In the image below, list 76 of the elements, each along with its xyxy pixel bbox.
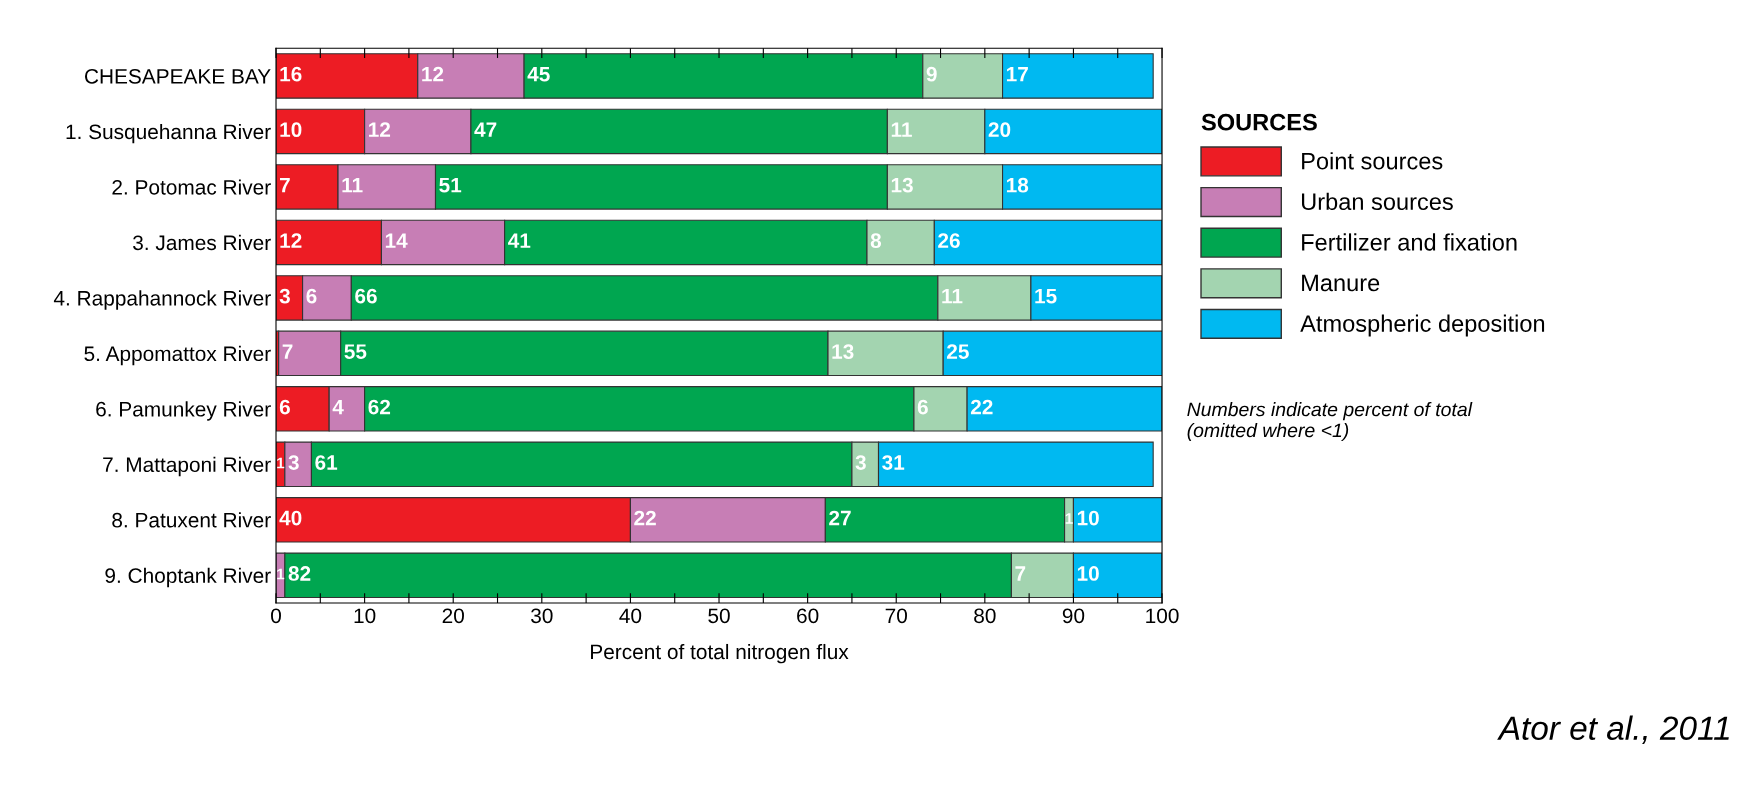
y-tick-label: 6. Pamunkey River xyxy=(96,401,271,421)
data-label: 17 xyxy=(1006,67,1028,82)
data-label: 10 xyxy=(1077,566,1099,581)
data-label: 20 xyxy=(988,122,1011,138)
legend-title: SOURCES xyxy=(1201,113,1317,131)
data-label: 7 xyxy=(280,177,290,193)
data-label: 27 xyxy=(829,510,851,526)
data-label: 6 xyxy=(279,399,290,415)
legend-label: Urban sources xyxy=(1302,192,1453,211)
data-label: 7 xyxy=(282,344,293,359)
data-label: 66 xyxy=(355,288,377,304)
legend-label: Point sources xyxy=(1302,152,1443,170)
x-tick-label: 50 xyxy=(708,608,730,624)
data-label: 13 xyxy=(832,344,854,359)
text: Ator et al., 2011 xyxy=(1497,715,1729,744)
data-label: 82 xyxy=(288,566,311,581)
data-label: 18 xyxy=(1006,177,1029,193)
data-label: 11 xyxy=(891,122,912,137)
data-label: 26 xyxy=(938,233,960,248)
data-label: 10 xyxy=(280,122,302,138)
y-tick-label: CHESAPEAKE BAY xyxy=(85,68,271,84)
data-label: 22 xyxy=(970,399,993,415)
x-tick-label: 90 xyxy=(1062,608,1085,624)
data-label: 22 xyxy=(634,510,656,526)
x-tick-label: 100 xyxy=(1146,608,1179,624)
x-tick-label: 0 xyxy=(271,608,281,624)
data-label: 7 xyxy=(1015,566,1026,581)
y-tick-label: 5. Appomattox River xyxy=(84,345,271,366)
data-label: 25 xyxy=(947,344,969,359)
y-tick-label: 9. Choptank River xyxy=(105,567,271,588)
y-tick-label: 7. Mattaponi River xyxy=(103,456,271,477)
x-tick-label: 40 xyxy=(619,608,642,624)
data-label: 8 xyxy=(870,233,882,248)
y-tick-label: 8. Patuxent River xyxy=(112,512,271,528)
data-label: 51 xyxy=(439,177,462,193)
y-tick-label: 2. Potomac River xyxy=(112,179,271,195)
x-axis-title: Percent of total nitrogen flux xyxy=(591,643,849,664)
data-label: 6 xyxy=(917,399,928,415)
x-tick-label: 20 xyxy=(442,608,464,624)
y-tick-label: 1. Susquehanna River xyxy=(66,123,271,144)
data-label: 3 xyxy=(855,455,866,470)
data-label: 45 xyxy=(527,67,550,82)
data-label: 47 xyxy=(474,122,497,137)
legend-label: Atmospheric deposition xyxy=(1300,314,1545,337)
legend-label: Fertilizer and fixation xyxy=(1302,233,1517,251)
y-tick-label: 4. Rappahannock River xyxy=(53,290,271,310)
data-label: 9 xyxy=(926,66,937,82)
data-label: 3 xyxy=(288,455,299,470)
x-tick-label: 60 xyxy=(797,608,819,624)
data-label: 4 xyxy=(332,399,344,415)
data-label: 6 xyxy=(306,288,317,304)
data-label: 62 xyxy=(368,399,391,415)
data-label: 13 xyxy=(891,177,913,193)
data-label: 1 xyxy=(1065,513,1073,524)
data-label: 14 xyxy=(385,233,408,248)
data-label: 10 xyxy=(1077,510,1099,526)
data-label: 55 xyxy=(344,344,367,359)
data-label: 15 xyxy=(1035,288,1057,304)
data-label: 12 xyxy=(280,233,302,248)
x-tick-label: 10 xyxy=(354,608,376,624)
text: Numbers indicate percent of total (omitted where <1) xyxy=(1187,402,1473,442)
data-label: 61 xyxy=(315,455,338,470)
legend-label: Manure xyxy=(1302,274,1380,292)
data-label: 31 xyxy=(882,455,905,470)
x-tick-label: 70 xyxy=(885,608,907,624)
data-label: 41 xyxy=(508,233,531,248)
data-label: 40 xyxy=(279,510,302,526)
data-label: 16 xyxy=(280,66,302,82)
x-tick-label: 30 xyxy=(531,608,553,624)
y-tick-label: 3. James River xyxy=(133,234,271,251)
data-label: 12 xyxy=(369,122,391,137)
x-tick-label: 80 xyxy=(974,608,996,624)
data-label: 11 xyxy=(942,288,963,304)
data-label: 11 xyxy=(342,177,363,193)
data-label: 12 xyxy=(422,66,444,82)
data-label: 3 xyxy=(279,288,290,304)
